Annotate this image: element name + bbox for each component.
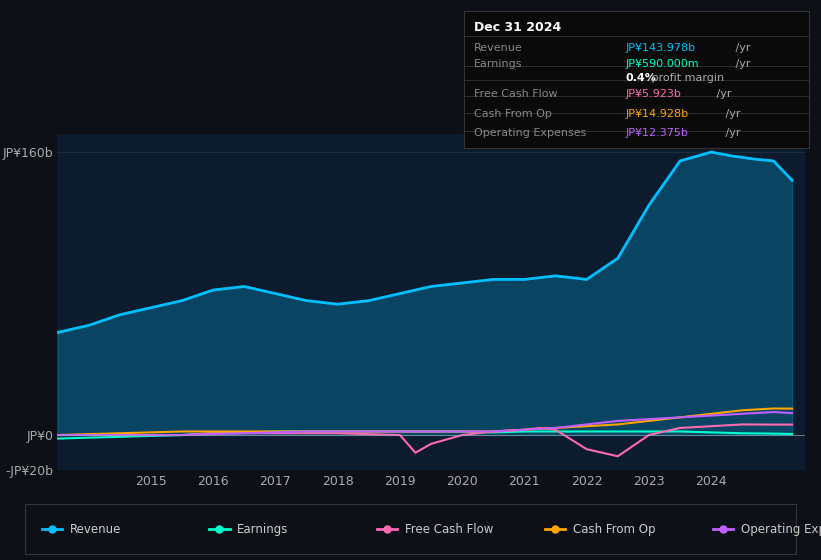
Text: 0.4%: 0.4% bbox=[626, 73, 657, 83]
Text: Operating Expenses: Operating Expenses bbox=[475, 128, 586, 138]
Text: /yr: /yr bbox=[732, 59, 750, 69]
Text: Revenue: Revenue bbox=[475, 43, 523, 53]
Text: Revenue: Revenue bbox=[70, 522, 121, 536]
Text: JP¥590.000m: JP¥590.000m bbox=[626, 59, 699, 69]
Text: Dec 31 2024: Dec 31 2024 bbox=[475, 21, 562, 34]
Text: Operating Expenses: Operating Expenses bbox=[741, 522, 821, 536]
Text: JP¥12.375b: JP¥12.375b bbox=[626, 128, 689, 138]
Text: /yr: /yr bbox=[713, 90, 732, 100]
Text: Earnings: Earnings bbox=[237, 522, 289, 536]
Text: /yr: /yr bbox=[732, 43, 750, 53]
Text: Free Cash Flow: Free Cash Flow bbox=[475, 90, 557, 100]
Text: profit margin: profit margin bbox=[649, 73, 724, 83]
Text: /yr: /yr bbox=[722, 128, 741, 138]
Text: Earnings: Earnings bbox=[475, 59, 523, 69]
Text: Cash From Op: Cash From Op bbox=[475, 109, 552, 119]
Text: JP¥5.923b: JP¥5.923b bbox=[626, 90, 681, 100]
Text: JP¥14.928b: JP¥14.928b bbox=[626, 109, 689, 119]
Text: /yr: /yr bbox=[722, 109, 741, 119]
Text: JP¥143.978b: JP¥143.978b bbox=[626, 43, 696, 53]
Text: Free Cash Flow: Free Cash Flow bbox=[405, 522, 493, 536]
Text: Cash From Op: Cash From Op bbox=[573, 522, 655, 536]
